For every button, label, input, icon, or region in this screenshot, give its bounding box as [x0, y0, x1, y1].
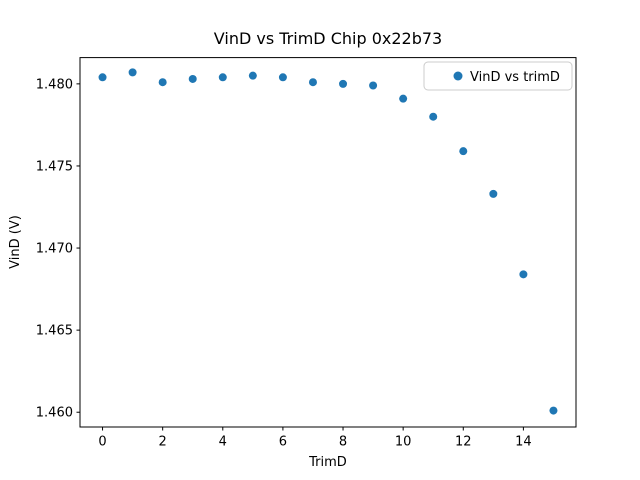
scatter-point	[188, 74, 197, 83]
x-tick-label: 12	[455, 435, 472, 450]
x-tick-label: 14	[515, 435, 532, 450]
legend-marker-icon	[453, 71, 463, 81]
x-axis-label: TrimD	[308, 455, 347, 470]
chart-title: VinD vs TrimD Chip 0x22b73	[214, 29, 442, 48]
legend: VinD vs trimD	[423, 61, 573, 91]
plot-area-spines	[79, 57, 577, 428]
scatter-point	[339, 79, 348, 88]
y-axis-label: VinD (V)	[8, 215, 23, 269]
scatter-point	[248, 71, 257, 80]
scatter-point	[429, 112, 438, 121]
scatter-point	[98, 73, 107, 82]
x-tick-label: 4	[219, 435, 227, 450]
y-tick-label: 1.465	[36, 324, 73, 339]
x-tick-label: 0	[98, 435, 106, 450]
scatter-point	[128, 68, 137, 77]
x-axis-ticks: 0 2 4 6 8 10 12 14	[98, 427, 532, 450]
y-tick-label: 1.470	[36, 242, 73, 257]
legend-frame	[423, 61, 573, 91]
x-tick-label: 10	[395, 435, 412, 450]
x-tick-label: 2	[159, 435, 167, 450]
legend-entry-label: VinD vs trimD	[470, 70, 560, 85]
scatter-series	[98, 68, 558, 415]
x-tick-label: 8	[339, 435, 347, 450]
y-axis-ticks: 1.460 1.465 1.470 1.475 1.480	[36, 77, 80, 421]
y-tick-label: 1.480	[36, 77, 73, 92]
y-tick-label: 1.475	[36, 159, 73, 174]
y-tick-label: 1.460	[36, 406, 73, 421]
scatter-point	[278, 73, 287, 82]
scatter-point	[399, 94, 408, 103]
scatter-point	[369, 81, 378, 90]
x-tick-label: 6	[279, 435, 287, 450]
scatter-point	[308, 78, 317, 87]
scatter-point	[519, 270, 528, 279]
scatter-point	[218, 73, 227, 82]
scatter-point	[549, 406, 558, 415]
scatter-point	[459, 147, 468, 156]
scatter-point	[158, 78, 167, 87]
scatter-point	[489, 189, 498, 198]
